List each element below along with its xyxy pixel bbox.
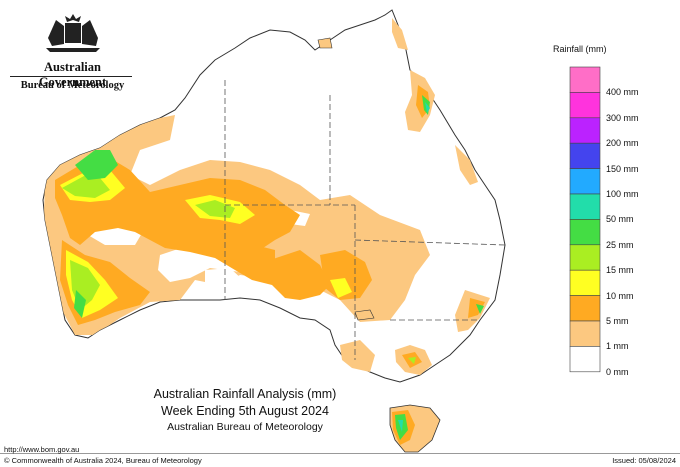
map-source: Australian Bureau of Meteorology xyxy=(167,421,323,433)
tasmania xyxy=(389,404,441,453)
rainfall-shading xyxy=(44,115,430,335)
legend-swatch xyxy=(569,117,601,144)
legend-swatch xyxy=(569,219,601,246)
legend-colorbar xyxy=(569,66,601,373)
legend-swatch xyxy=(569,269,601,296)
title-divider xyxy=(10,76,132,77)
legend-swatch xyxy=(569,320,601,347)
se-coast-rain xyxy=(340,290,490,375)
legend-bin-label: 50 mm xyxy=(606,214,634,225)
legend-bin-label: 10 mm xyxy=(606,290,634,301)
legend-swatch xyxy=(569,92,601,119)
qld-coast-rain xyxy=(392,18,478,185)
legend-bin-label: 100 mm xyxy=(606,189,639,199)
kangaroo-island xyxy=(354,309,375,321)
website-url[interactable]: http://www.bom.gov.au xyxy=(4,445,80,454)
tiwi-islands xyxy=(317,37,333,49)
legend-title: Rainfall (mm) xyxy=(553,44,607,54)
legend-bin-label: 150 mm xyxy=(606,163,639,174)
bureau-title: Bureau of Meteorology xyxy=(20,80,125,91)
legend-bin-label: 1 mm xyxy=(606,341,629,352)
footer-divider xyxy=(0,453,680,454)
state-borders xyxy=(224,80,506,360)
map-title: Australian Rainfall Analysis (mm) xyxy=(153,387,337,401)
legend-swatch xyxy=(569,66,601,93)
legend-swatch xyxy=(569,346,601,373)
coat-of-arms-icon xyxy=(10,10,135,61)
copyright-notice: © Commonwealth of Australia 2024, Bureau… xyxy=(4,456,202,465)
legend-bin-label: 25 mm xyxy=(606,239,634,250)
legend-swatch xyxy=(569,193,601,220)
legend-swatch xyxy=(569,168,601,195)
legend-bin-label: 200 mm xyxy=(606,138,639,149)
legend-swatch xyxy=(569,295,601,322)
legend-bin-label: 300 mm xyxy=(606,112,639,123)
legend-bin-label: 15 mm xyxy=(606,265,634,276)
issued-date: Issued: 05/08/2024 xyxy=(612,456,676,465)
government-title: Australian Government xyxy=(38,60,107,89)
legend-bin-label: 0 mm xyxy=(606,366,629,377)
legend-bin-label: 400 mm xyxy=(606,87,639,98)
map-period: Week Ending 5th August 2024 xyxy=(161,404,329,418)
legend-swatch xyxy=(569,142,601,169)
legend-bin-label: 5 mm xyxy=(606,316,629,326)
legend-swatch xyxy=(569,244,601,271)
